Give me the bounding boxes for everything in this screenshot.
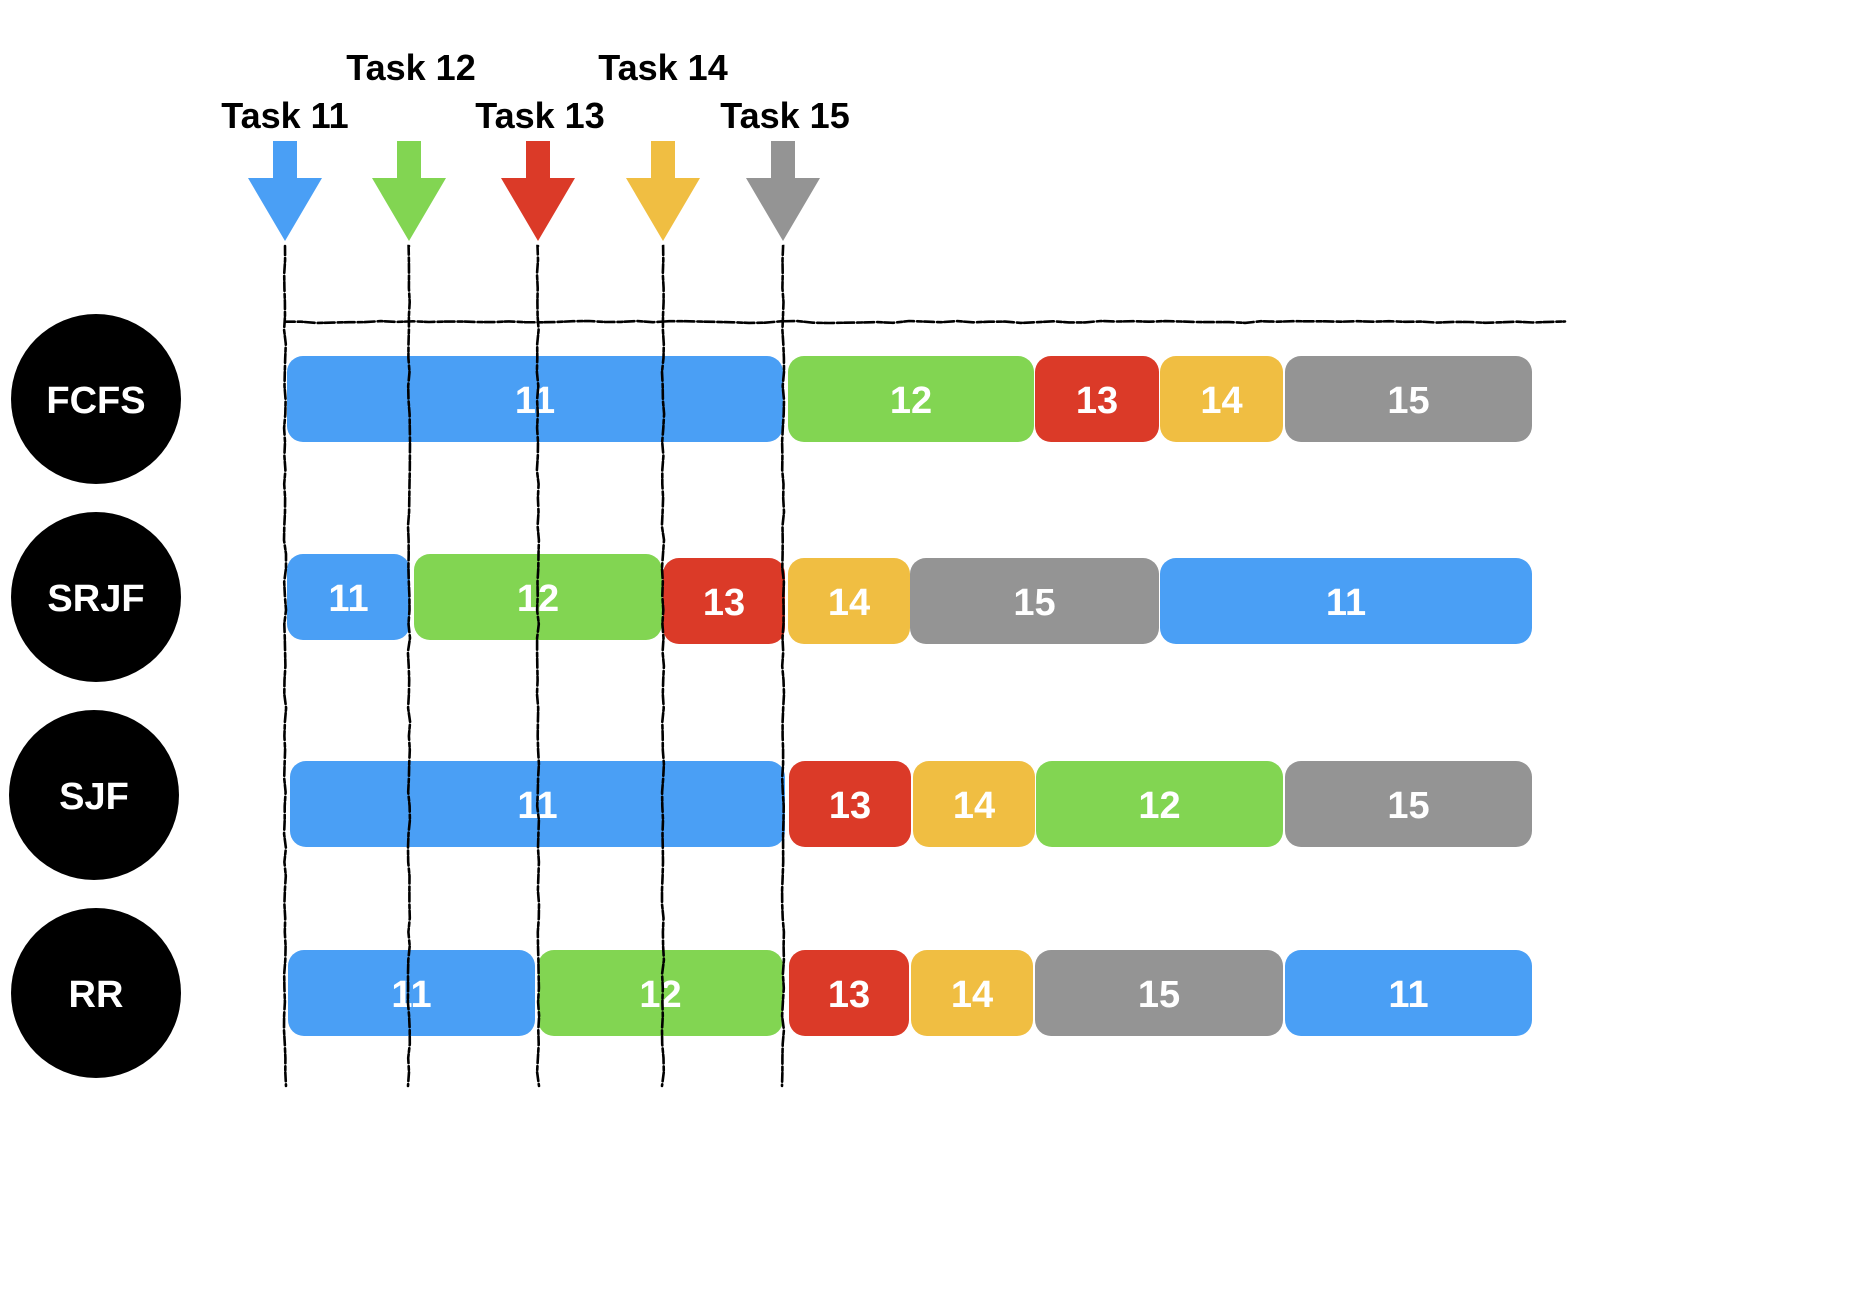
segment-task-15: [910, 558, 1159, 644]
segment-task-12: [1036, 761, 1283, 847]
segment-label: 14: [828, 582, 870, 624]
segment-task-12: [538, 950, 783, 1036]
segment-label: 12: [639, 974, 681, 1016]
segment-label: 15: [1138, 974, 1180, 1016]
segment-task-15: [1285, 761, 1532, 847]
row-rr: RR 11 12 13 14 15 11: [11, 908, 1532, 1078]
segment-label: 15: [1387, 380, 1429, 422]
arrival-guide-line-task-15: [780, 244, 786, 1088]
segment-label: 14: [953, 785, 995, 827]
segment-label: 11: [1326, 582, 1366, 624]
row-fcfs: FCFS 11 12 13 14 15: [11, 314, 1532, 484]
segment-task-13: [663, 558, 785, 644]
algorithm-label: SJF: [59, 776, 129, 818]
segment-label: 13: [828, 974, 870, 1016]
algorithm-badge: [11, 908, 181, 1078]
segment-label: 13: [1076, 380, 1118, 422]
task-15-arrival-arrow-icon: [746, 141, 820, 241]
segment-task-12: [788, 356, 1034, 442]
task-12-arrival-arrow-icon: [372, 141, 446, 241]
segment-label: 14: [1200, 380, 1242, 422]
segment-task-13: [1035, 356, 1159, 442]
task-11-arrival-label: Task 11: [221, 95, 348, 136]
task-14-arrival-arrow-icon: [626, 141, 700, 241]
algorithm-badge: [9, 710, 179, 880]
timeline-axis: [283, 319, 1567, 325]
task-13-arrival-arrow-icon: [501, 141, 575, 241]
segment-label: 15: [1013, 582, 1055, 624]
algorithm-label: FCFS: [46, 380, 145, 422]
segment-task-15: [1035, 950, 1283, 1036]
segment-label: 12: [1138, 785, 1180, 827]
segment-label: 12: [890, 380, 932, 422]
arrival-guide-lines: [282, 244, 1567, 1088]
segment-task-13: [789, 950, 909, 1036]
task-11-arrival-arrow-icon: [248, 141, 322, 241]
task-12-arrival-label: Task 12: [346, 47, 475, 88]
segment-task-14: [911, 950, 1033, 1036]
segment-task-11: [287, 554, 410, 640]
row-srjf: SRJF 11 12 13 14 15 11: [11, 512, 1532, 682]
segment-label: 11: [391, 974, 431, 1016]
arrival-guide-line-task-12: [406, 244, 412, 1088]
segment-task-11: [288, 950, 535, 1036]
segment-label: 15: [1387, 785, 1429, 827]
segment-task-15: [1285, 356, 1532, 442]
segment-task-14: [913, 761, 1035, 847]
task-13-arrival-label: Task 13: [475, 95, 604, 136]
segment-task-14: [788, 558, 910, 644]
segment-task-11: [1285, 950, 1532, 1036]
task-15-arrival-label: Task 15: [720, 95, 849, 136]
arrival-guide-line-task-13: [535, 244, 541, 1088]
arrival-guide-line-task-11: [282, 244, 288, 1088]
segment-task-14: [1160, 356, 1283, 442]
segment-label: 13: [703, 582, 745, 624]
task-14-arrival-label: Task 14: [598, 47, 727, 88]
schedule-rows: FCFS 11 12 13 14 15 SRJF 11 12 13 14 15 11 SJF 11 13 14 1…: [9, 314, 1532, 1078]
row-sjf: SJF 11 13 14 12 15: [9, 710, 1532, 880]
segment-label: 11: [1388, 974, 1428, 1016]
arrival-guide-line-task-14: [660, 244, 666, 1088]
segment-label: 14: [951, 974, 993, 1016]
segment-label: 11: [328, 578, 368, 620]
algorithm-label: RR: [69, 974, 124, 1016]
segment-label: 13: [829, 785, 871, 827]
segment-task-11: [287, 356, 783, 442]
segment-task-13: [789, 761, 911, 847]
algorithm-badge: [11, 314, 181, 484]
segment-label: 11: [515, 380, 555, 422]
algorithm-badge: [11, 512, 181, 682]
algorithm-label: SRJF: [47, 578, 144, 620]
segment-task-11: [1160, 558, 1532, 644]
